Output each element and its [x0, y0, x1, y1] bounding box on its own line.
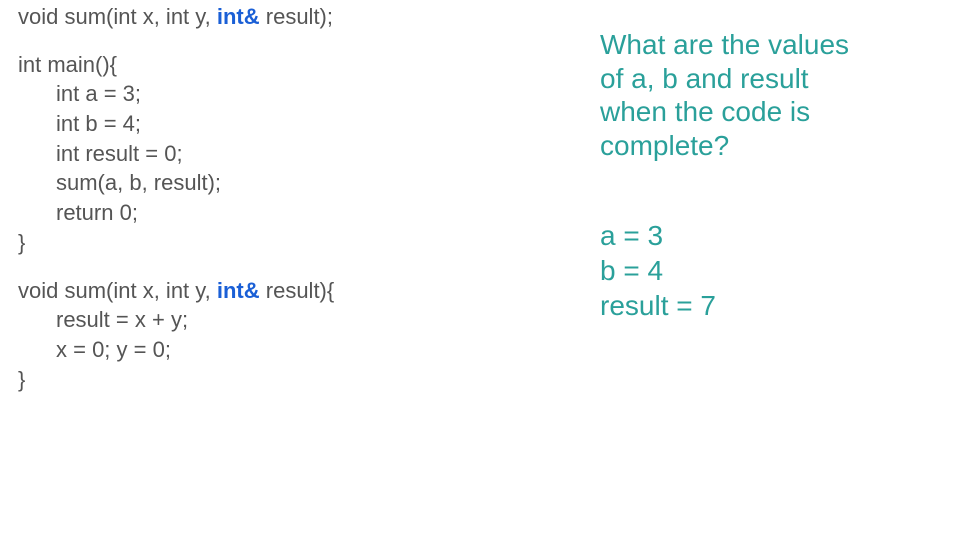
- code-declaration: void sum(int x, int y, int& result);: [18, 2, 538, 32]
- main-line-5: return 0;: [18, 198, 538, 228]
- answer-block: a = 3 b = 4 result = 7: [600, 218, 920, 323]
- keyword-ref-2: int&: [217, 278, 260, 303]
- main-close: }: [18, 228, 538, 258]
- code-block: void sum(int x, int y, int& result); int…: [18, 2, 538, 394]
- def-line-1: result = x + y;: [18, 305, 538, 335]
- answer-line-3: result = 7: [600, 288, 920, 323]
- question-line-3: when the code is: [600, 95, 920, 129]
- def-close: }: [18, 365, 538, 395]
- main-line-4: sum(a, b, result);: [18, 168, 538, 198]
- main-line-3: int result = 0;: [18, 139, 538, 169]
- question-line-4: complete?: [600, 129, 920, 163]
- def-prefix: void sum(int x, int y,: [18, 278, 217, 303]
- decl-suffix: result);: [260, 4, 333, 29]
- def-line-2: x = 0; y = 0;: [18, 335, 538, 365]
- code-definition: void sum(int x, int y, int& result){: [18, 276, 538, 306]
- def-suffix: result){: [260, 278, 335, 303]
- question-block: What are the values of a, b and result w…: [600, 28, 920, 162]
- question-line-1: What are the values: [600, 28, 920, 62]
- main-line-2: int b = 4;: [18, 109, 538, 139]
- main-line-1: int a = 3;: [18, 79, 538, 109]
- main-open: int main(){: [18, 50, 538, 80]
- keyword-ref: int&: [217, 4, 260, 29]
- question-line-2: of a, b and result: [600, 62, 920, 96]
- decl-prefix: void sum(int x, int y,: [18, 4, 217, 29]
- answer-line-1: a = 3: [600, 218, 920, 253]
- answer-line-2: b = 4: [600, 253, 920, 288]
